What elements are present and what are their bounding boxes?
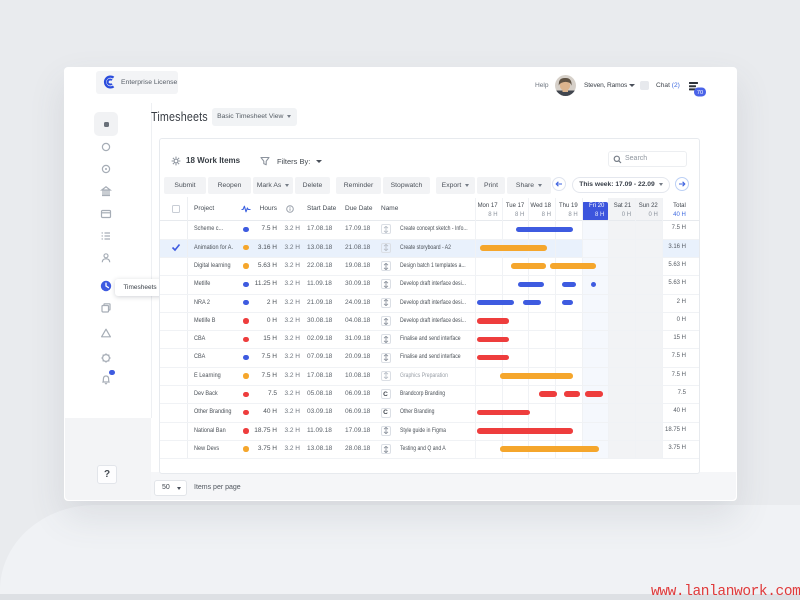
svg-text:70: 70 [697, 90, 703, 96]
